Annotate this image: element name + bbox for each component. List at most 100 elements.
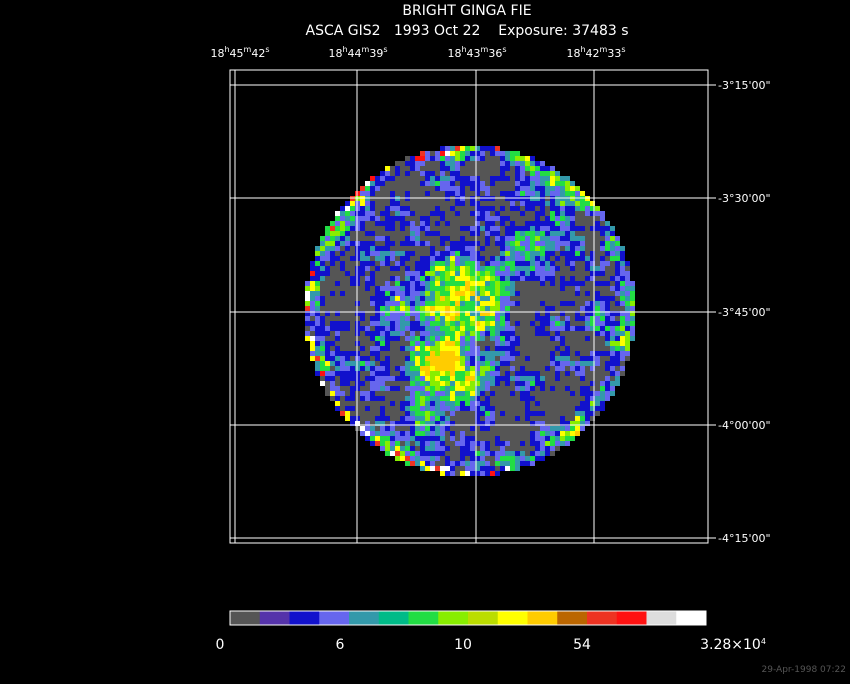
image-pixel (460, 226, 465, 231)
image-pixel (405, 436, 410, 441)
image-pixel (435, 366, 440, 371)
image-pixel (405, 301, 410, 306)
image-pixel (335, 356, 340, 361)
image-pixel (580, 346, 585, 351)
image-pixel (580, 281, 585, 286)
image-pixel (545, 451, 550, 456)
image-pixel (390, 336, 395, 341)
image-pixel (410, 376, 415, 381)
image-pixel (440, 166, 445, 171)
image-pixel (545, 386, 550, 391)
image-pixel (425, 311, 430, 316)
image-pixel (600, 356, 605, 361)
image-pixel (485, 296, 490, 301)
image-pixel (515, 176, 520, 181)
image-pixel (345, 321, 350, 326)
image-pixel (500, 391, 505, 396)
image-pixel (415, 396, 420, 401)
image-pixel (450, 446, 455, 451)
image-pixel (485, 336, 490, 341)
image-pixel (550, 316, 555, 321)
image-pixel (410, 271, 415, 276)
image-pixel (375, 301, 380, 306)
image-pixel (540, 391, 545, 396)
image-pixel (310, 331, 315, 336)
image-pixel (495, 281, 500, 286)
image-pixel (385, 241, 390, 246)
image-pixel (595, 306, 600, 311)
colorbar-segment (468, 611, 499, 625)
image-pixel (565, 231, 570, 236)
image-pixel (360, 401, 365, 406)
image-pixel (380, 341, 385, 346)
image-pixel (365, 291, 370, 296)
image-pixel (380, 201, 385, 206)
colorbar-segment (319, 611, 350, 625)
image-pixel (375, 271, 380, 276)
image-pixel (385, 421, 390, 426)
image-pixel (400, 456, 405, 461)
image-pixel (410, 176, 415, 181)
image-pixel (520, 171, 525, 176)
image-pixel (565, 341, 570, 346)
image-pixel (405, 371, 410, 376)
image-pixel (620, 366, 625, 371)
image-pixel (315, 356, 320, 361)
image-pixel (370, 231, 375, 236)
image-pixel (620, 296, 625, 301)
image-pixel (525, 391, 530, 396)
image-pixel (345, 306, 350, 311)
image-pixel (550, 371, 555, 376)
image-pixel (345, 276, 350, 281)
image-pixel (370, 376, 375, 381)
image-pixel (365, 406, 370, 411)
image-pixel (350, 256, 355, 261)
image-pixel (555, 311, 560, 316)
image-pixel (490, 261, 495, 266)
image-pixel (535, 161, 540, 166)
image-pixel (475, 331, 480, 336)
image-pixel (335, 276, 340, 281)
image-pixel (525, 181, 530, 186)
image-pixel (380, 211, 385, 216)
image-pixel (480, 316, 485, 321)
image-pixel (495, 176, 500, 181)
image-pixel (465, 396, 470, 401)
image-pixel (425, 456, 430, 461)
image-pixel (570, 421, 575, 426)
image-pixel (310, 311, 315, 316)
image-pixel (360, 211, 365, 216)
image-pixel (485, 391, 490, 396)
image-pixel (350, 326, 355, 331)
image-pixel (345, 266, 350, 271)
image-pixel (530, 366, 535, 371)
image-pixel (620, 256, 625, 261)
image-pixel (385, 341, 390, 346)
image-pixel (490, 346, 495, 351)
image-pixel (595, 391, 600, 396)
image-pixel (430, 286, 435, 291)
image-pixel (470, 366, 475, 371)
image-pixel (625, 301, 630, 306)
image-pixel (450, 146, 455, 151)
image-pixel (530, 381, 535, 386)
image-pixel (430, 231, 435, 236)
image-pixel (475, 401, 480, 406)
image-pixel (550, 386, 555, 391)
image-pixel (305, 306, 310, 311)
image-pixel (595, 301, 600, 306)
image-pixel (425, 206, 430, 211)
image-pixel (400, 186, 405, 191)
image-pixel (455, 156, 460, 161)
image-pixel (420, 336, 425, 341)
image-pixel (455, 206, 460, 211)
image-pixel (620, 311, 625, 316)
image-pixel (315, 311, 320, 316)
image-pixel (430, 431, 435, 436)
image-pixel (410, 416, 415, 421)
image-pixel (540, 226, 545, 231)
image-pixel (585, 396, 590, 401)
image-pixel (320, 326, 325, 331)
image-pixel (590, 371, 595, 376)
image-pixel (500, 171, 505, 176)
